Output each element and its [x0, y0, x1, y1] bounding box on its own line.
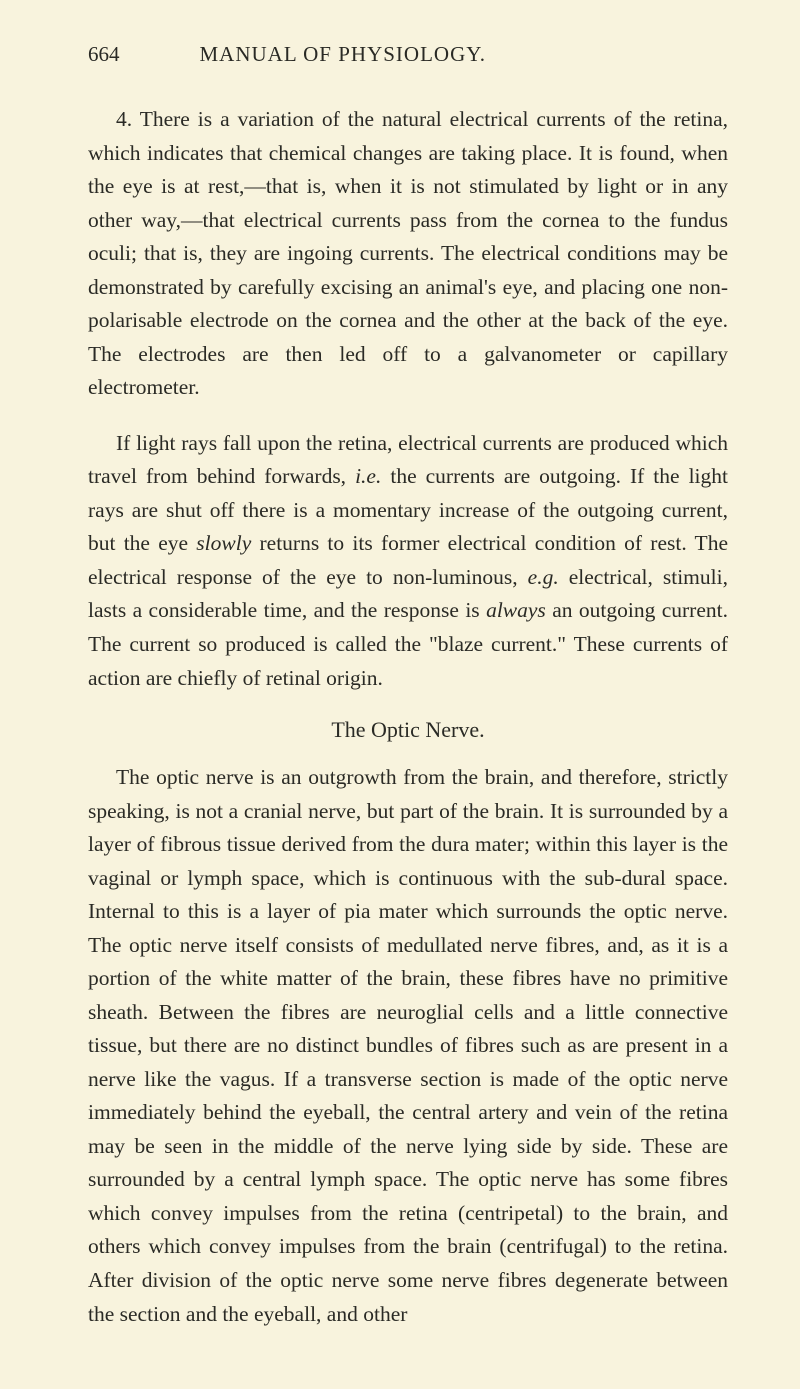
- running-title: MANUAL OF PHYSIOLOGY.: [200, 42, 486, 67]
- paragraph-3-text: The optic nerve is an outgrowth from the…: [88, 765, 728, 1326]
- italic-slowly: slowly: [196, 531, 251, 555]
- italic-always: always: [486, 598, 546, 622]
- italic-ie: i.e.: [355, 464, 381, 488]
- page-header: 664 MANUAL OF PHYSIOLOGY.: [88, 42, 728, 67]
- page-number: 664: [88, 42, 120, 67]
- paragraph-2: If light rays fall upon the retina, elec…: [88, 427, 728, 695]
- paragraph-1-text: 4. There is a variation of the natural e…: [88, 107, 728, 399]
- section-heading-optic-nerve: The Optic Nerve.: [88, 717, 728, 743]
- paragraph-1: 4. There is a variation of the natural e…: [88, 103, 728, 405]
- italic-eg: e.g.: [528, 565, 559, 589]
- paragraph-3: The optic nerve is an outgrowth from the…: [88, 761, 728, 1331]
